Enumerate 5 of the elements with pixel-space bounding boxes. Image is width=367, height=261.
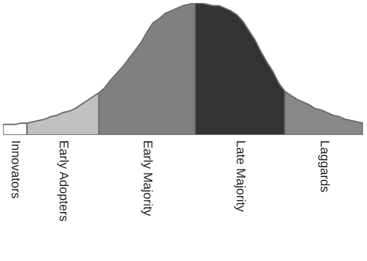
text: Early Adopters bbox=[57, 141, 69, 222]
text: Late Majority bbox=[234, 141, 246, 212]
text: Early Majority bbox=[141, 141, 153, 216]
text: Laggards bbox=[318, 141, 330, 192]
text: Innovators bbox=[12, 141, 20, 198]
